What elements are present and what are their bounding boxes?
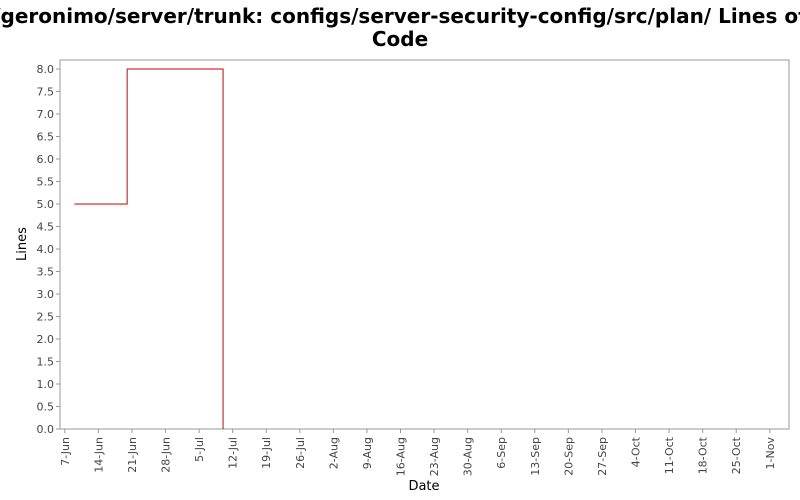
y-tick-label: 0.5 — [37, 401, 55, 414]
x-tick-label: 12-Jul — [227, 437, 240, 469]
x-tick-label: 4-Oct — [630, 436, 643, 467]
x-tick-label: 13-Sep — [529, 437, 542, 476]
x-tick-label: 28-Jun — [160, 437, 173, 473]
x-tick-label: 2-Aug — [327, 437, 340, 469]
plot-area — [59, 59, 790, 430]
y-tick-label: 5.5 — [37, 176, 55, 189]
x-tick-label: 16-Aug — [395, 437, 408, 476]
x-tick-label: 20-Sep — [562, 437, 575, 476]
x-tick-label: 26-Jul — [294, 437, 307, 469]
x-tick-label: 1-Nov — [764, 437, 777, 470]
y-axis-ticks: 0.0 0.5 1.0 1.5 2.0 2.5 3.0 3.5 4.0 4.5 5.0 5.5 6.0 6… — [37, 63, 60, 436]
y-tick-label: 1.5 — [37, 356, 55, 369]
y-axis-label: Lines — [15, 227, 30, 261]
y-tick-label: 1.0 — [37, 378, 55, 391]
y-tick-label: 3.5 — [37, 266, 55, 279]
x-tick-label: 6-Sep — [495, 437, 508, 469]
y-tick-label: 7.5 — [37, 86, 55, 99]
y-tick-label: 3.0 — [37, 288, 55, 301]
series-layer — [74, 68, 224, 430]
x-axis-ticks: 7-Jun 14-Jun 21-Jun 28-Jun 5-Jul 12-Jul 19-Jul… — [59, 429, 777, 476]
y-tick-label: 2.0 — [37, 333, 55, 346]
y-tick-label: 5.0 — [37, 198, 55, 211]
x-tick-label: 25-Oct — [730, 436, 743, 474]
y-tick-label: 7.0 — [37, 108, 55, 121]
x-tick-label: 9-Aug — [361, 437, 374, 469]
x-tick-label: 14-Jun — [92, 437, 105, 473]
x-tick-label: 23-Aug — [428, 437, 441, 476]
x-tick-label: 11-Oct — [663, 436, 676, 474]
y-tick-label: 2.5 — [37, 311, 55, 324]
x-tick-label: 19-Jul — [260, 437, 273, 469]
x-axis-label: Date — [408, 479, 439, 494]
x-tick-label: 30-Aug — [462, 437, 475, 476]
x-tick-label: 21-Jun — [126, 437, 139, 473]
chart-title-line-1: /geronimo/server/trunk: configs/server-s… — [0, 4, 800, 28]
y-tick-label: 0.0 — [37, 423, 55, 436]
y-tick-label: 6.5 — [37, 131, 55, 144]
chart-title-line-2: Code — [372, 27, 428, 51]
x-tick-label: 18-Oct — [697, 436, 710, 474]
y-tick-label: 8.0 — [37, 63, 55, 76]
x-tick-label: 7-Jun — [59, 437, 72, 466]
y-tick-label: 4.5 — [37, 221, 55, 234]
x-tick-label: 5-Jul — [193, 437, 206, 462]
y-tick-label: 4.0 — [37, 243, 55, 256]
x-tick-label: 27-Sep — [596, 437, 609, 476]
y-tick-label: 6.0 — [37, 153, 55, 166]
